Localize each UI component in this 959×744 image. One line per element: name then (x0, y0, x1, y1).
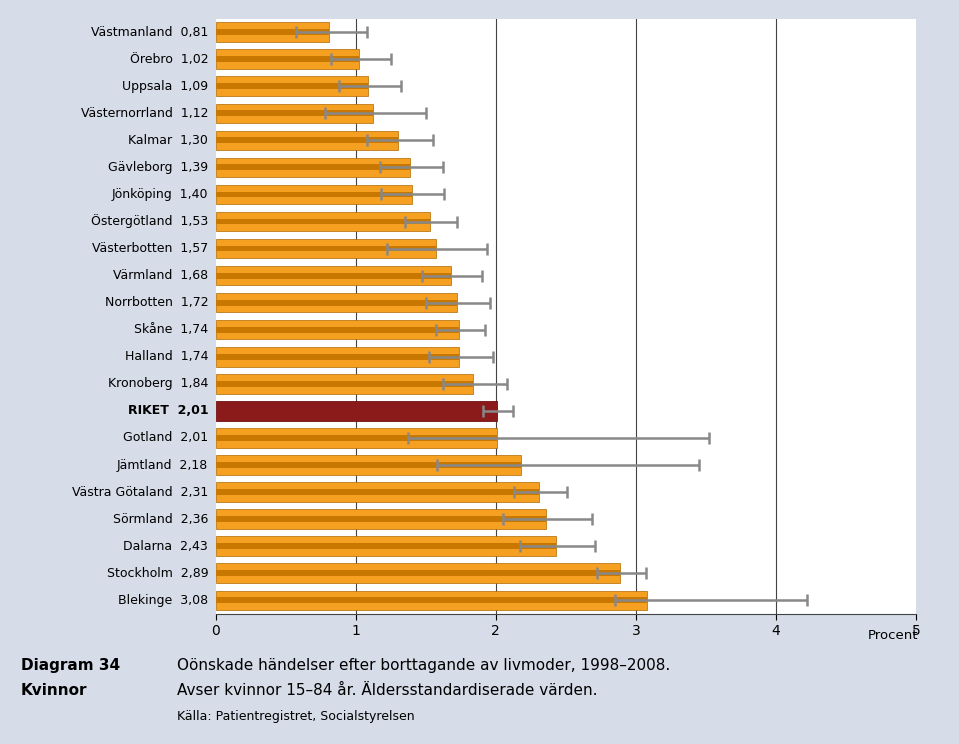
Bar (216, 77, 368, 96)
Bar (216, 239, 435, 258)
Bar (216, 374, 474, 394)
Bar (216, 571, 620, 576)
Bar (216, 57, 359, 62)
Bar (216, 164, 410, 170)
Bar (216, 482, 539, 501)
Text: Källa: Patientregistret, Socialstyrelsen: Källa: Patientregistret, Socialstyrelsen (177, 710, 415, 722)
Bar (216, 320, 459, 339)
Bar (216, 138, 398, 144)
Text: Diagram 34: Diagram 34 (21, 658, 120, 673)
Bar (216, 510, 547, 529)
Bar (216, 185, 411, 204)
Bar (216, 401, 497, 420)
Bar (216, 381, 474, 387)
Bar (216, 597, 647, 603)
Text: Kvinnor: Kvinnor (21, 683, 87, 698)
Bar (216, 354, 459, 359)
Bar (216, 543, 556, 549)
Bar (216, 110, 373, 116)
Bar (216, 266, 451, 286)
Bar (216, 246, 435, 251)
Bar (216, 536, 556, 556)
Bar (216, 435, 497, 441)
Bar (216, 293, 456, 312)
Bar (216, 158, 410, 177)
Bar (216, 219, 430, 225)
Bar (216, 429, 497, 448)
Text: Avser kvinnor 15–84 år. Äldersstandardiserade värden.: Avser kvinnor 15–84 år. Äldersstandardis… (177, 683, 597, 698)
Bar (216, 273, 451, 278)
Bar (216, 563, 620, 583)
Text: Procent: Procent (868, 629, 919, 641)
Bar (216, 191, 411, 197)
Bar (216, 22, 329, 42)
Text: Oönskade händelser efter borttagande av livmoder, 1998–2008.: Oönskade händelser efter borttagande av … (177, 658, 670, 673)
Bar (216, 29, 329, 35)
Bar (216, 455, 521, 475)
Bar (216, 591, 647, 610)
Bar (216, 300, 456, 306)
Bar (216, 49, 359, 69)
Bar (216, 327, 459, 333)
Bar (216, 83, 368, 89)
Bar (216, 347, 459, 367)
Bar (216, 131, 398, 150)
Bar (216, 489, 539, 495)
Bar (216, 212, 430, 231)
Bar (216, 516, 547, 522)
Bar (216, 462, 521, 468)
Bar (216, 103, 373, 123)
